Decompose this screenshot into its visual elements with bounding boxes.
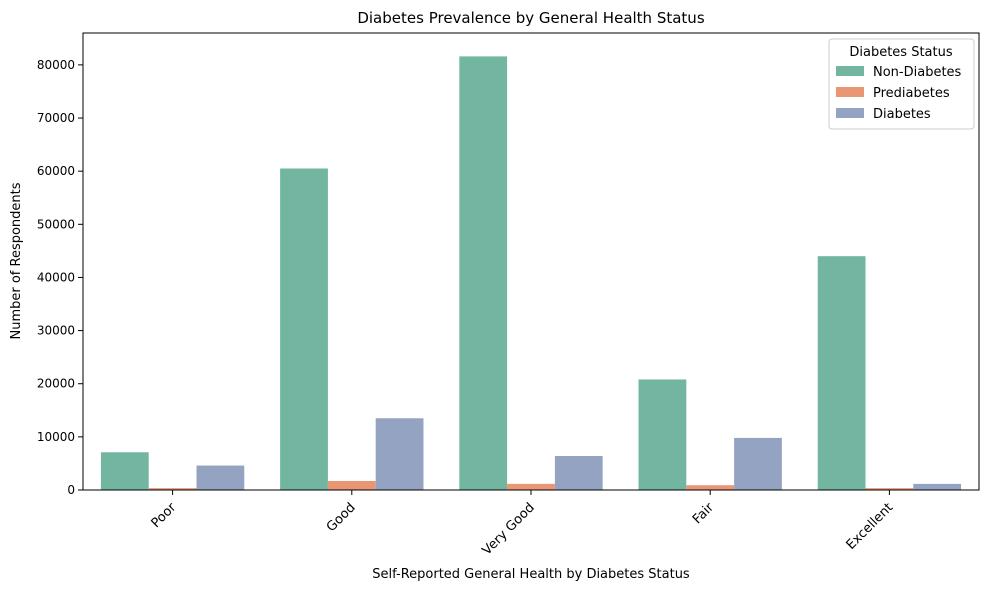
x-tick-label: Very Good bbox=[480, 500, 538, 558]
x-axis-label: Self-Reported General Health by Diabetes… bbox=[372, 567, 690, 582]
legend: Diabetes Status Non-Diabetes Prediabetes D… bbox=[828, 38, 975, 130]
bar-diabetes-excellent bbox=[913, 483, 962, 490]
bar-prediabetes-poor bbox=[148, 488, 197, 490]
y-tick-label: 0 bbox=[67, 483, 75, 497]
x-tick-label: Fair bbox=[690, 500, 717, 527]
chart-title: Diabetes Prevalence by General Health St… bbox=[357, 9, 704, 27]
bar-non-diabetes-excellent bbox=[817, 256, 866, 490]
legend-swatch bbox=[836, 87, 864, 97]
bar-diabetes-good bbox=[375, 418, 424, 490]
y-tick-label: 60000 bbox=[37, 164, 75, 178]
legend-swatch bbox=[836, 66, 864, 76]
bar-non-diabetes-fair bbox=[638, 379, 687, 490]
legend-entry: Prediabetes bbox=[873, 86, 950, 101]
plot-area: 0 10000 20000 30000 40000 50000 60000 70000 8000… bbox=[37, 56, 962, 558]
x-tick-label: Poor bbox=[149, 500, 180, 531]
bar-diabetes-fair bbox=[734, 437, 782, 490]
x-tick-label: Good bbox=[324, 500, 359, 535]
y-tick-label: 20000 bbox=[37, 377, 75, 391]
bar-diabetes-very-good bbox=[554, 455, 603, 490]
legend-box bbox=[828, 38, 975, 130]
bar-prediabetes-good bbox=[327, 480, 376, 490]
legend-entry: Diabetes bbox=[873, 107, 931, 122]
bar-diabetes-poor bbox=[196, 465, 245, 490]
bar-non-diabetes-good bbox=[280, 168, 328, 491]
x-tick-label: Excellent bbox=[844, 500, 897, 553]
y-tick-label: 30000 bbox=[37, 324, 75, 338]
bar-prediabetes-fair bbox=[686, 485, 735, 490]
legend-entry: Non-Diabetes bbox=[873, 65, 962, 80]
legend-title: Diabetes Status bbox=[849, 45, 952, 60]
y-tick-label: 70000 bbox=[37, 111, 75, 125]
y-tick-label: 40000 bbox=[37, 270, 75, 284]
bar-non-diabetes-poor bbox=[100, 452, 149, 490]
bar-prediabetes-very-good bbox=[507, 483, 555, 490]
bar-non-diabetes-very-good bbox=[459, 56, 508, 490]
y-axis-label: Number of Respondents bbox=[9, 182, 24, 339]
y-tick-label: 80000 bbox=[37, 58, 75, 72]
y-tick-label: 10000 bbox=[37, 430, 75, 444]
bar-prediabetes-excellent bbox=[865, 488, 914, 490]
plot-frame bbox=[82, 32, 980, 491]
legend-swatch bbox=[836, 108, 864, 118]
y-tick-label: 50000 bbox=[37, 217, 75, 231]
